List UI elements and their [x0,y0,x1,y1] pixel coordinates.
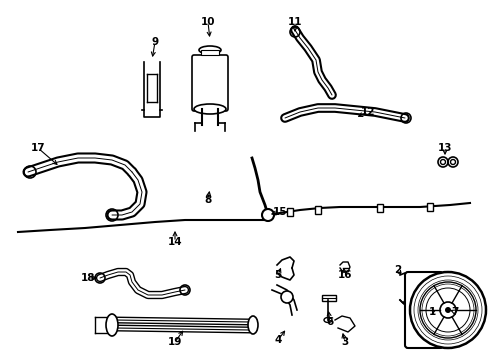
Text: 15: 15 [272,207,286,217]
Bar [321,295,335,301]
Text: 3: 3 [341,337,348,347]
Text: 14: 14 [167,237,182,247]
Bar [426,203,432,211]
Text: 5: 5 [274,270,281,280]
Text: 1: 1 [427,307,435,317]
Text: 17: 17 [31,143,45,153]
Text: 10: 10 [201,17,215,27]
Bar [286,208,292,216]
Text: 18: 18 [81,273,95,283]
Text: 8: 8 [204,195,211,205]
Text: 19: 19 [167,337,182,347]
Text: 16: 16 [337,270,351,280]
Circle shape [444,307,450,313]
Bar [201,50,219,55]
Text: 2: 2 [393,265,401,275]
Circle shape [281,291,292,303]
Bar [314,206,320,214]
Text: 9: 9 [151,37,158,47]
FancyBboxPatch shape [404,272,442,348]
Circle shape [262,209,273,221]
Text: 6: 6 [325,317,333,327]
Circle shape [409,272,485,348]
Text: 12: 12 [360,107,374,117]
Text: 11: 11 [287,17,302,27]
Ellipse shape [324,318,331,323]
Circle shape [439,302,455,318]
FancyBboxPatch shape [192,55,227,111]
Text: 7: 7 [450,307,458,317]
Text: 4: 4 [274,335,281,345]
Text: 13: 13 [437,143,451,153]
Ellipse shape [247,316,258,334]
Ellipse shape [194,104,225,114]
Bar [376,204,382,212]
Ellipse shape [106,314,118,336]
Ellipse shape [199,46,221,54]
